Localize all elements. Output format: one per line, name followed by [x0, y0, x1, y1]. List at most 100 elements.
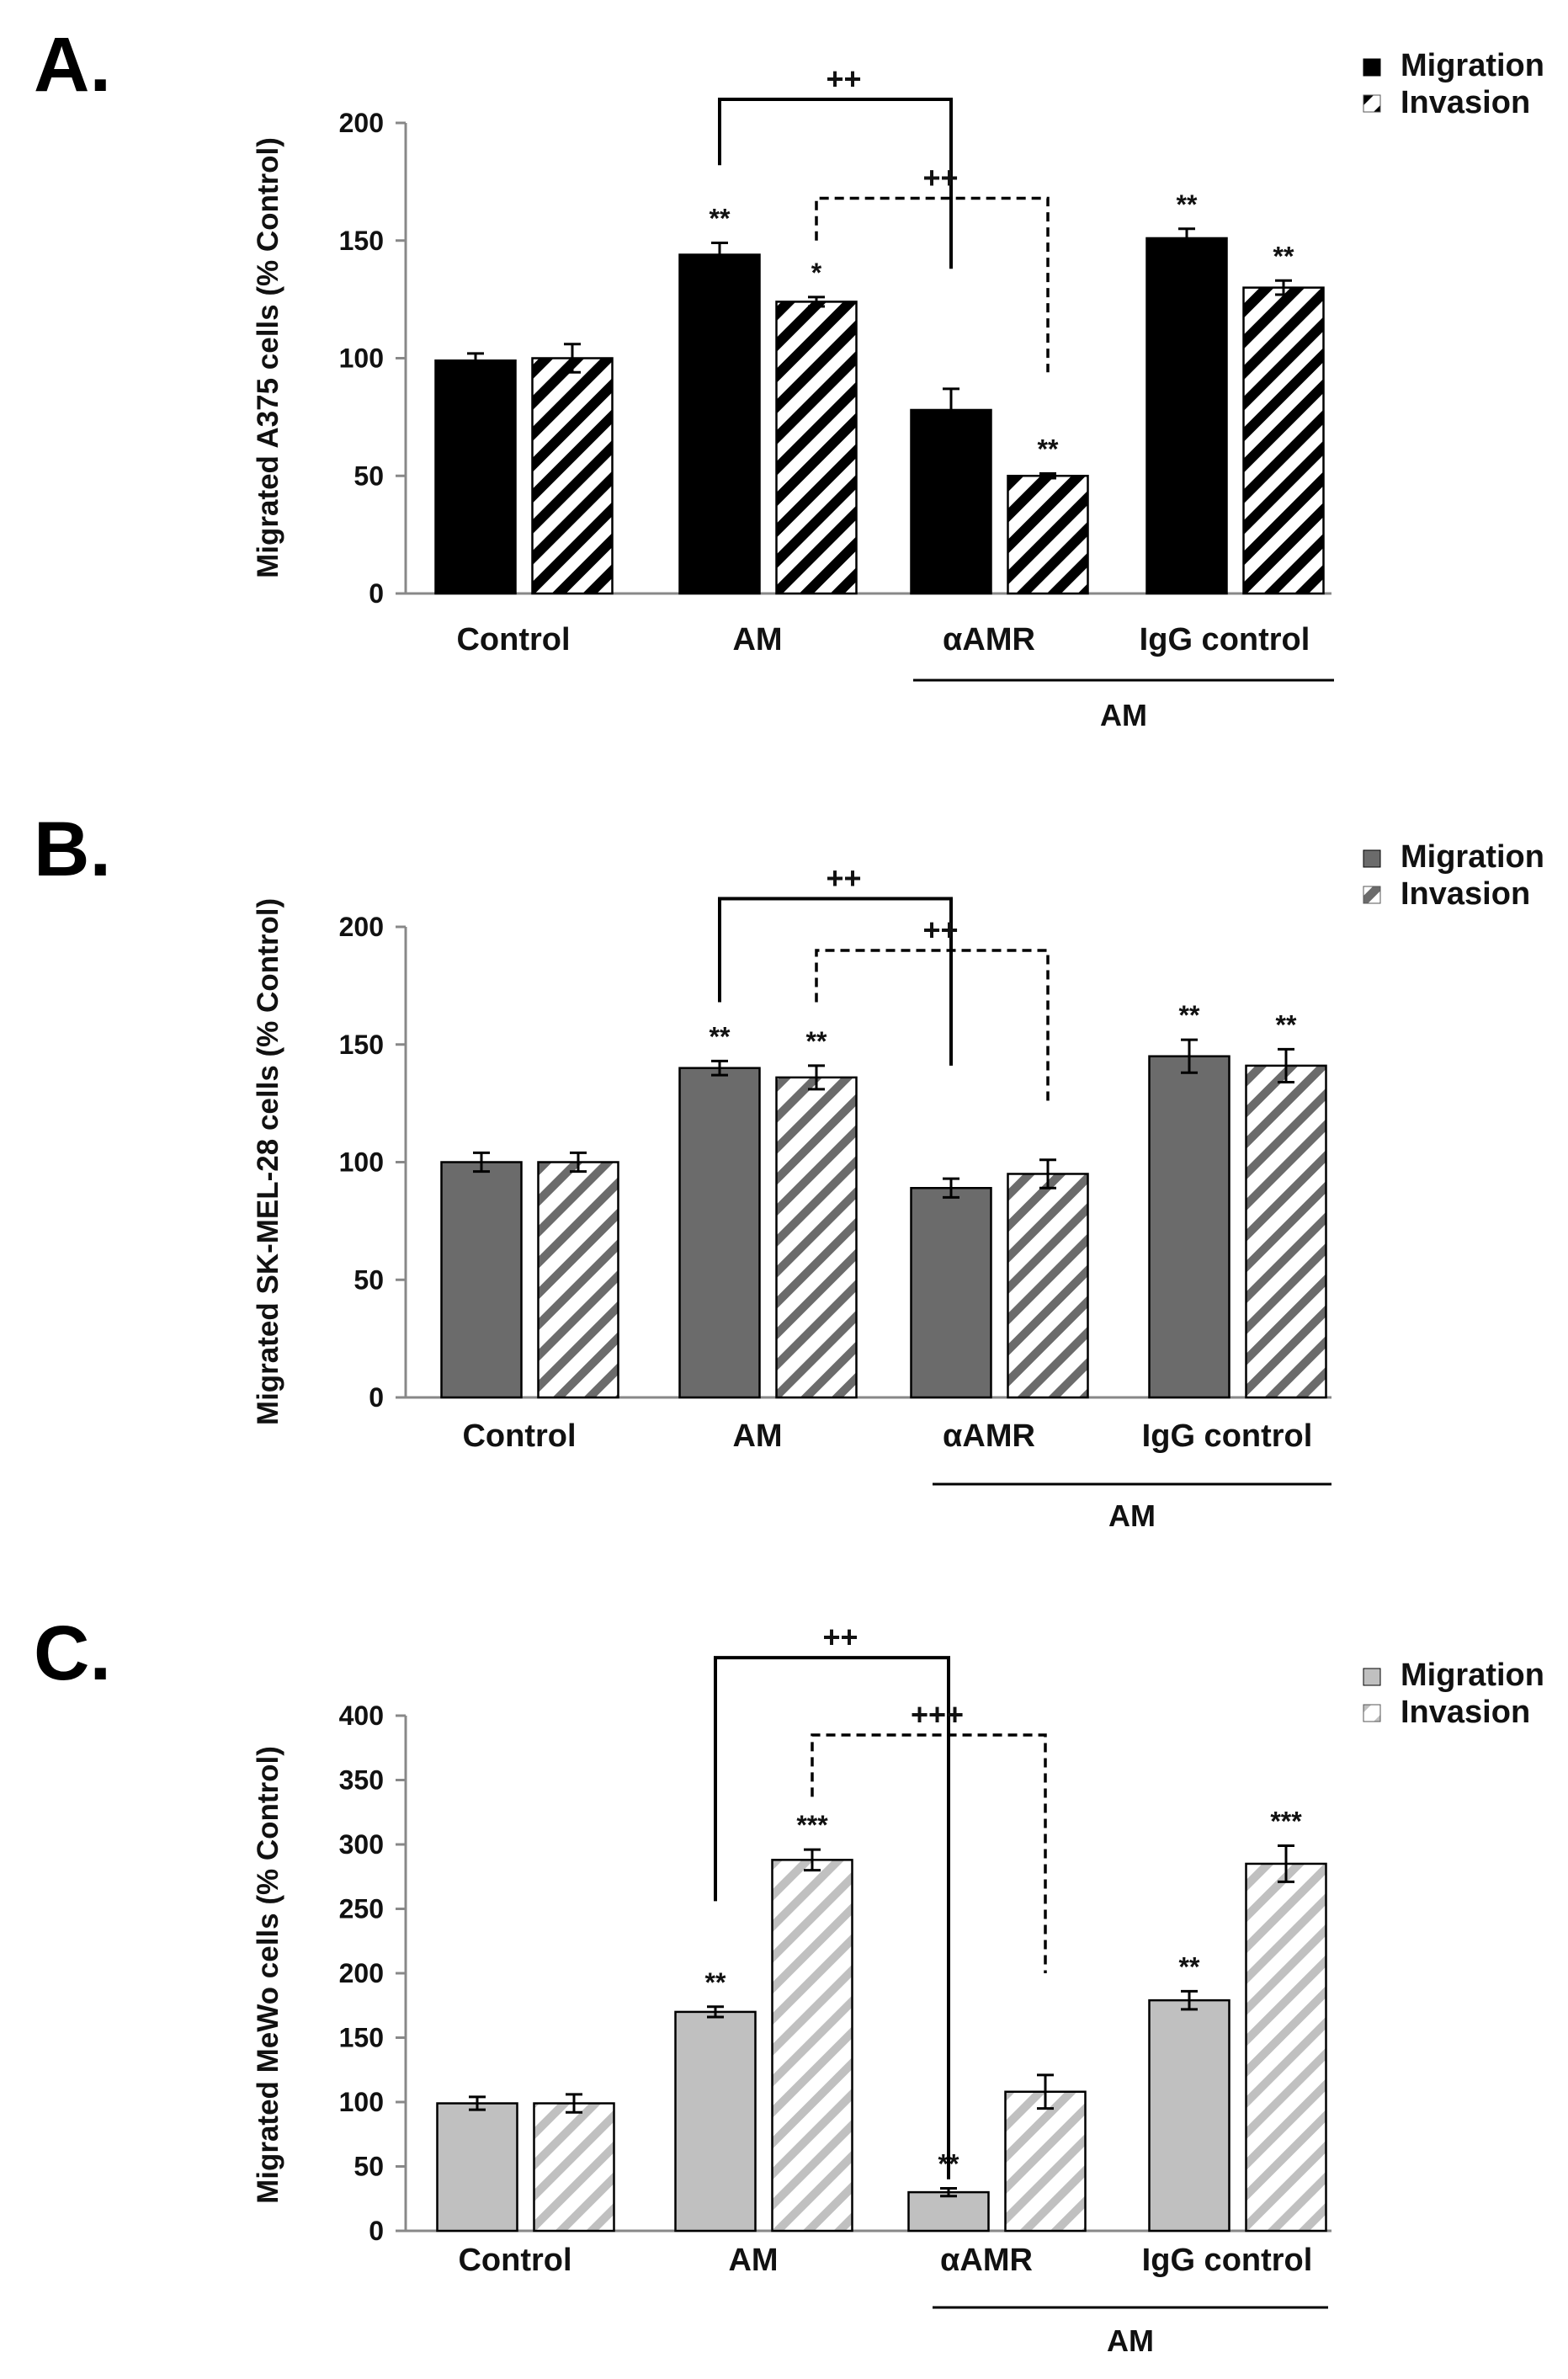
legend-label: Invasion	[1401, 876, 1530, 912]
y-tick-label: 350	[339, 1765, 384, 1796]
legend-label: Migration	[1401, 839, 1544, 875]
significance-label: ***	[1270, 1807, 1302, 1837]
invasion-bar	[775, 1076, 858, 1399]
migration-bar	[1145, 237, 1228, 595]
category-label: AM	[732, 1418, 782, 1454]
migration-bar	[1148, 1998, 1230, 2233]
y-tick-label: 50	[353, 2152, 384, 2182]
y-tick-label: 100	[339, 1147, 384, 1178]
y-axis-label: Migrated A375 cells (% Control)	[252, 137, 284, 578]
significance-bracket	[815, 949, 1050, 1101]
significance-label: ***	[796, 1810, 828, 1840]
y-tick-label: 0	[369, 1382, 384, 1413]
significance-label: **	[705, 1967, 726, 1998]
legend-swatch-invasion	[1363, 1704, 1381, 1722]
y-tick-label: 200	[339, 108, 384, 138]
legend-swatch-invasion	[1363, 94, 1381, 113]
category-label: IgG control	[1142, 2243, 1313, 2278]
bracket-label: ++	[826, 61, 861, 96]
legend-label: Migration	[1401, 1658, 1544, 1693]
significance-label: **	[1179, 1000, 1200, 1030]
legend-label: Migration	[1401, 48, 1544, 83]
y-tick-label: 100	[339, 2087, 384, 2117]
y-tick-label: 50	[353, 460, 384, 491]
category-label: AM	[728, 2243, 778, 2278]
panel-label: A.	[34, 22, 111, 108]
invasion-bar	[1007, 475, 1089, 595]
category-label: αAMR	[943, 622, 1035, 657]
significance-bracket	[815, 196, 1050, 373]
migration-bar	[910, 1186, 992, 1399]
y-axis-label: Migrated MeWo cells (% Control)	[252, 1746, 284, 2204]
significance-label: **	[1038, 434, 1059, 464]
migration-bar	[910, 408, 992, 595]
significance-bracket	[811, 1733, 1047, 1973]
panel-label: B.	[34, 806, 111, 892]
y-tick-label: 150	[339, 1030, 384, 1060]
migration-bar	[678, 1067, 761, 1399]
significance-label: **	[806, 1026, 827, 1056]
group-label: AM	[1107, 2323, 1154, 2358]
invasion-bar	[537, 1161, 619, 1399]
invasion-bar	[1004, 2090, 1087, 2233]
category-label: αAMR	[943, 1418, 1035, 1454]
legend-label: Invasion	[1401, 85, 1530, 120]
invasion-bar	[1245, 1862, 1327, 2233]
category-label: AM	[732, 622, 782, 657]
significance-bracket	[718, 98, 953, 269]
significance-label: **	[710, 204, 731, 234]
significance-label: **	[710, 1021, 731, 1051]
migration-bar	[440, 1161, 523, 1399]
invasion-bar	[1242, 286, 1325, 595]
invasion-bar	[531, 357, 614, 595]
category-label: Control	[458, 2243, 571, 2278]
y-tick-label: 0	[369, 578, 384, 609]
significance-label: *	[811, 258, 822, 288]
invasion-bar	[1245, 1064, 1327, 1399]
invasion-bar	[1007, 1173, 1089, 1399]
migration-bar	[678, 253, 761, 595]
panel-c: C. 0 50 100 150 200 250 300 350 400 Migrated MeWo …	[34, 1610, 1544, 2358]
significance-label: **	[1177, 189, 1198, 220]
bracket-label: ++	[822, 1620, 858, 1654]
significance-label: **	[1273, 241, 1294, 271]
panel-a: A. 0 50 100 150 200 Migrated A375 cells (% Con…	[34, 22, 1544, 732]
significance-label: **	[1276, 1009, 1297, 1040]
y-tick-label: 200	[339, 912, 384, 942]
bracket-label: ++	[826, 860, 861, 895]
bracket-label: +++	[911, 1697, 964, 1732]
y-tick-label: 50	[353, 1264, 384, 1295]
y-tick-label: 150	[339, 226, 384, 256]
migration-bar	[674, 2010, 757, 2233]
migration-bar	[434, 359, 517, 595]
significance-bracket	[718, 897, 953, 1066]
y-tick-label: 400	[339, 1700, 384, 1731]
y-tick-label: 300	[339, 1829, 384, 1860]
y-tick-label: 0	[369, 2216, 384, 2246]
category-label: IgG control	[1140, 622, 1310, 657]
significance-label: **	[1179, 1951, 1200, 1982]
migration-bar	[436, 2102, 518, 2233]
category-label: IgG control	[1142, 1418, 1313, 1454]
bracket-label: ++	[922, 160, 958, 194]
invasion-bar	[771, 1859, 853, 2233]
legend-swatch-migration	[1363, 58, 1381, 77]
y-tick-label: 150	[339, 2023, 384, 2053]
significance-bracket	[714, 1656, 950, 2179]
panel-label: C.	[34, 1610, 111, 1696]
legend-swatch-invasion	[1363, 886, 1381, 904]
category-label: Control	[456, 622, 570, 657]
legend-swatch-migration	[1363, 849, 1381, 868]
legend-swatch-migration	[1363, 1668, 1381, 1686]
y-tick-label: 250	[339, 1894, 384, 1924]
group-label: AM	[1100, 698, 1147, 732]
invasion-bar	[775, 301, 858, 595]
migration-bar	[907, 2190, 990, 2233]
bracket-label: ++	[922, 913, 958, 947]
category-label: Control	[462, 1418, 576, 1454]
panel-b: B. 0 50 100 150 200 Migrated SK-MEL-28 cells (…	[34, 806, 1544, 1533]
migration-bar	[1148, 1055, 1230, 1399]
y-tick-label: 100	[339, 343, 384, 374]
group-label: AM	[1108, 1498, 1156, 1533]
